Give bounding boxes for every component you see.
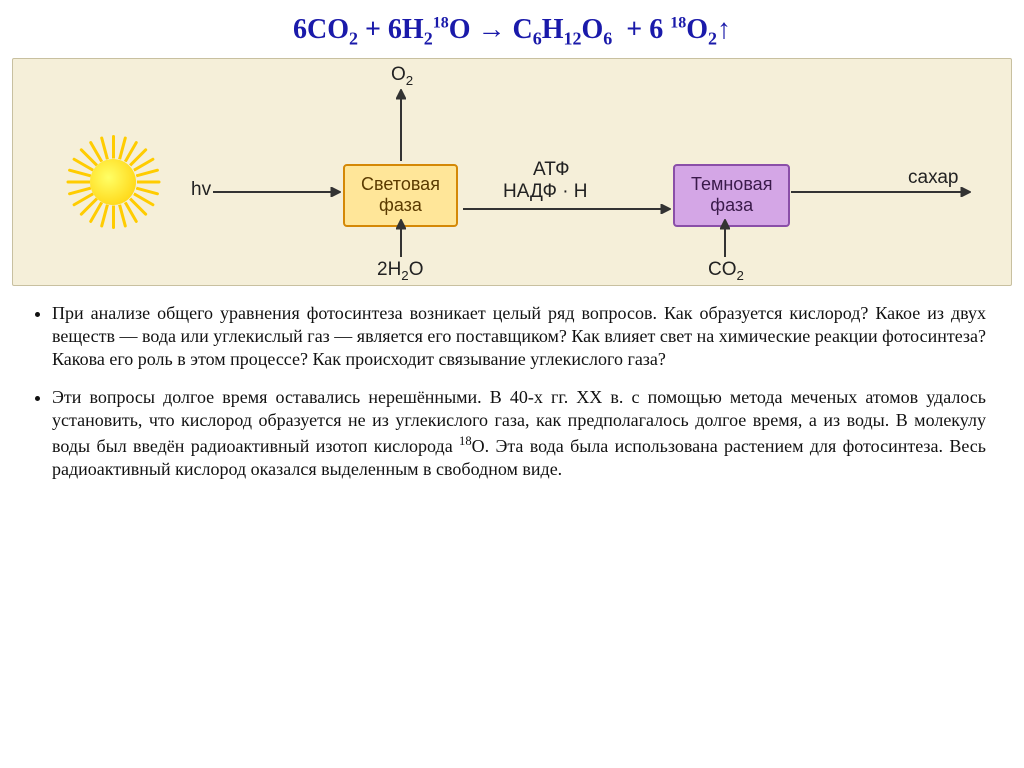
arrow-sugar <box>791 187 971 197</box>
h2o-label: 2H2O <box>377 259 423 283</box>
light-phase-box: Световая фаза <box>343 164 458 227</box>
arrow-atp <box>463 204 671 214</box>
sun-icon <box>68 137 158 227</box>
photosynthesis-diagram: hv Световая фаза O2 2H2O АТФ НАДФ · Н Те… <box>12 58 1012 286</box>
co2-label: CO2 <box>708 259 744 283</box>
paragraph-1: При анализе общего уравнения фотосинтеза… <box>52 302 986 372</box>
sugar-label: сахар <box>908 167 959 189</box>
dark-phase-label2: фаза <box>710 195 753 215</box>
arrow-h2o <box>396 219 406 257</box>
dark-phase-label1: Темновая <box>691 174 772 194</box>
dark-phase-box: Темновая фаза <box>673 164 790 227</box>
paragraph-2: Эти вопросы долгое время оставались нере… <box>52 386 986 482</box>
hv-label: hv <box>191 179 211 201</box>
body-text: При анализе общего уравнения фотосинтеза… <box>0 286 1024 482</box>
light-phase-label2: фаза <box>379 195 422 215</box>
equation: 6CO2 + 6H218O → C6H12O6 + 6 18O2↑ <box>0 0 1024 58</box>
arrow-hv <box>213 187 341 197</box>
o2-label: O2 <box>391 64 413 88</box>
arrow-co2 <box>720 219 730 257</box>
arrow-o2 <box>396 89 406 161</box>
light-phase-label1: Световая <box>361 174 440 194</box>
atp-label: АТФ <box>533 159 570 181</box>
nadph-label: НАДФ · Н <box>503 181 588 203</box>
